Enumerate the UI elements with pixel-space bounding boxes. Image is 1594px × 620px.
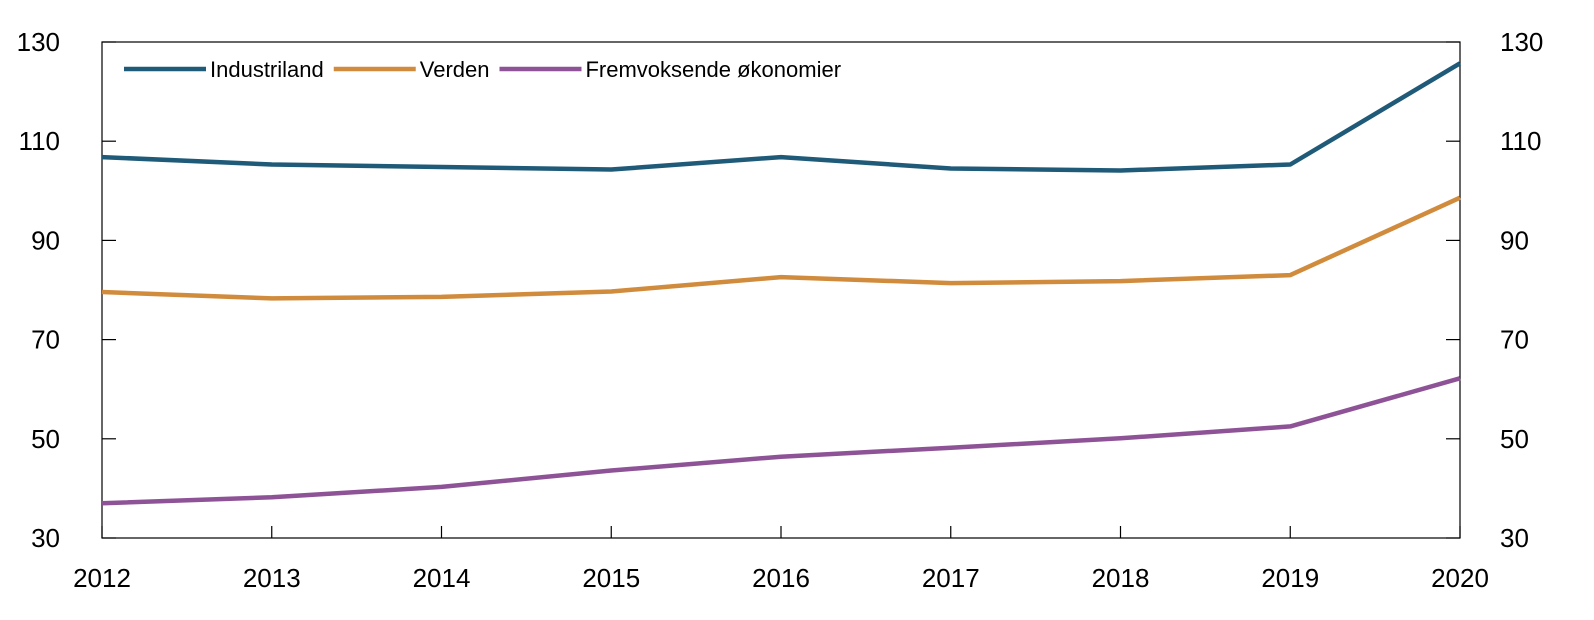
- y-tick-label-left: 130: [17, 27, 60, 57]
- y-tick-label-right: 30: [1500, 523, 1529, 553]
- y-tick-label-left: 110: [19, 126, 60, 156]
- series-line-2: [101, 376, 1461, 506]
- y-tick-label-right: 50: [1500, 424, 1529, 454]
- legend-label-2: Fremvoksende økonomier: [585, 57, 841, 82]
- y-tick-label-right: 130: [1500, 27, 1543, 57]
- y-tick-label-left: 50: [31, 424, 60, 454]
- x-tick-label: 2012: [73, 563, 131, 593]
- legend-label-1: Verden: [420, 57, 490, 82]
- series-line-0: [101, 61, 1462, 173]
- tick-labels: 130 130 110 110 90 90 70 70 50 50 30 30 2012 2013 2014…: [17, 27, 1544, 593]
- x-tick-label: 2013: [243, 563, 301, 593]
- y-tick-label-left: 70: [31, 325, 60, 355]
- x-tick-label: 2016: [752, 563, 810, 593]
- y-tick-label-right: 90: [1500, 225, 1529, 255]
- x-tick-label: 2019: [1261, 563, 1319, 593]
- y-tick-label-right: 70: [1500, 325, 1529, 355]
- series-lines: [101, 61, 1462, 506]
- plot-frame: [101, 41, 1461, 539]
- y-tick-label-right: 110: [1500, 126, 1541, 156]
- x-tick-label: 2014: [413, 563, 471, 593]
- legend-label-0: Industriland: [210, 57, 324, 82]
- x-tick-label: 2017: [922, 563, 980, 593]
- x-tick-label: 2018: [1092, 563, 1150, 593]
- y-tick-label-left: 90: [31, 225, 60, 255]
- legend: Industriland Verden Fremvoksende økonomier: [124, 57, 841, 82]
- axes: [101, 41, 1461, 539]
- series-line-1: [101, 195, 1461, 301]
- x-tick-label: 2015: [582, 563, 640, 593]
- x-tick-label: 2020: [1431, 563, 1489, 593]
- y-tick-label-left: 30: [31, 523, 60, 553]
